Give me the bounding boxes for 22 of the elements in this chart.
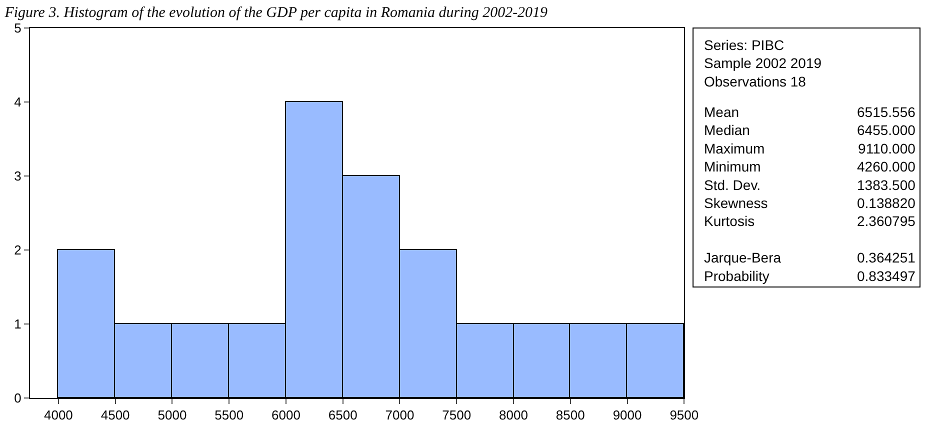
x-tick-label: 5500 bbox=[214, 408, 244, 423]
x-tick-label: 6000 bbox=[272, 408, 300, 423]
x-tick-label: 9500 bbox=[670, 408, 699, 423]
x-tick-label: 4500 bbox=[100, 408, 130, 423]
y-tick-label: 4 bbox=[14, 94, 22, 110]
x-tick-label: 7500 bbox=[442, 408, 472, 423]
y-tick-label: 1 bbox=[14, 316, 22, 332]
x-tick-label: 4000 bbox=[44, 408, 73, 423]
x-tick-label: 8000 bbox=[499, 408, 528, 423]
x-tick-label: 7000 bbox=[385, 408, 414, 423]
x-tick-label: 5000 bbox=[158, 408, 187, 423]
x-tick-label: 8500 bbox=[556, 408, 585, 423]
y-tick-label: 5 bbox=[14, 20, 22, 36]
y-tick-label: 3 bbox=[14, 168, 22, 184]
text: Mean Median Maximum Minimum Std. Dev. Skewness Kurtosis Jarque-Bera Probability bbox=[704, 104, 782, 284]
y-tick-label: 0 bbox=[14, 390, 22, 406]
x-tick-label: 9000 bbox=[612, 408, 642, 423]
chart-title: Figure 3. Histogram of the evolution of the GDP per capita in Romania during 2002-2019 bbox=[4, 4, 548, 21]
text: Series: PIBC Sample 2002 2019 Observations 18 bbox=[704, 37, 822, 90]
x-tick-label: 6500 bbox=[328, 408, 358, 423]
y-tick-label: 2 bbox=[14, 242, 22, 258]
text: 6515.556 6455.000 9110.000 4260.000 1383.500 0.138820 2.360795 0.364251 0.833497 bbox=[857, 104, 916, 284]
